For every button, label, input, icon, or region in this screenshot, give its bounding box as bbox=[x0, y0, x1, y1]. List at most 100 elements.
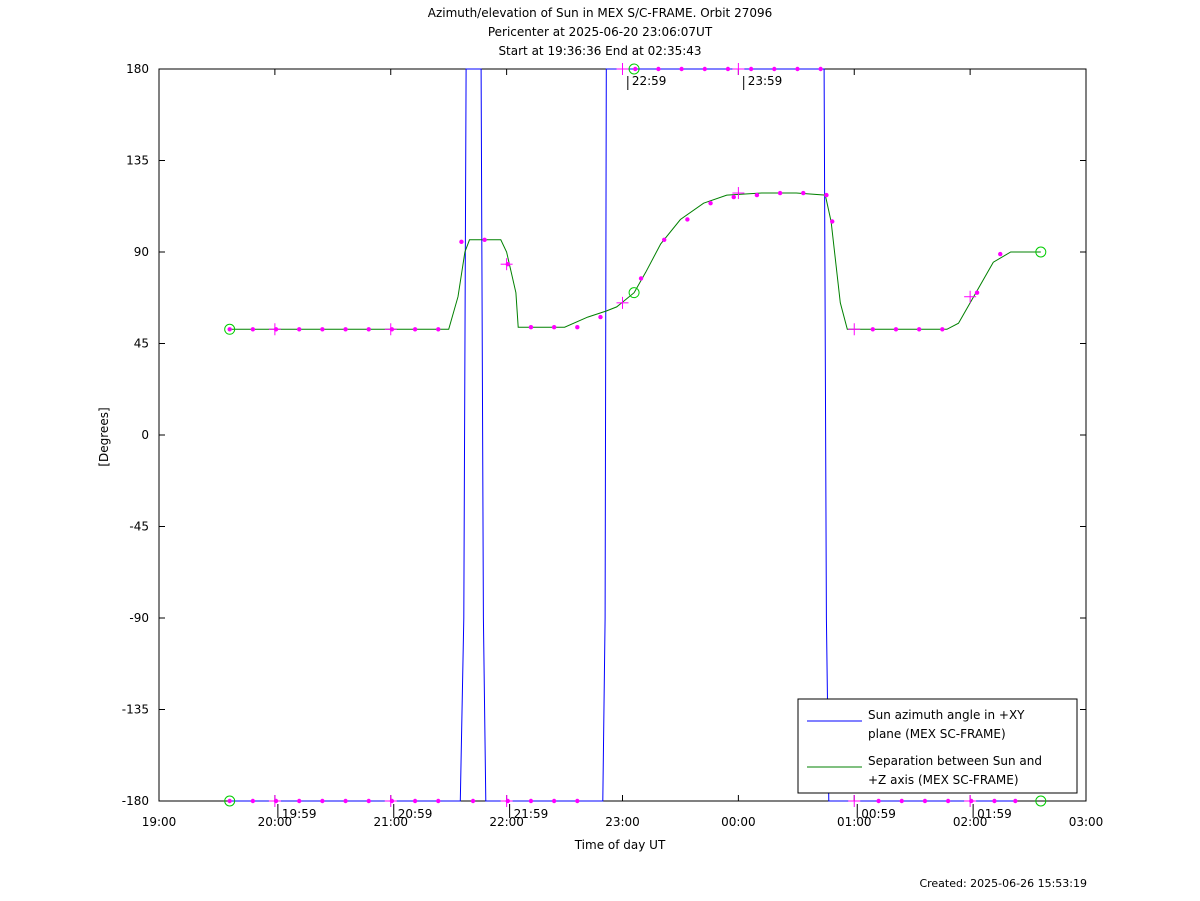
azimuth-point bbox=[633, 66, 638, 72]
separation-point bbox=[227, 327, 232, 332]
azimuth-point bbox=[876, 798, 881, 804]
marker-layer bbox=[224, 63, 1047, 807]
time-annotation: 19:59 bbox=[282, 807, 317, 821]
separation-point bbox=[320, 327, 325, 332]
separation-point bbox=[777, 190, 783, 196]
created-timestamp: Created: 2025-06-26 15:53:19 bbox=[919, 877, 1087, 890]
separation-point bbox=[998, 251, 1003, 257]
legend-label: +Z axis (MEX SC-FRAME) bbox=[868, 773, 1019, 787]
x-tick-label: 23:00 bbox=[605, 815, 640, 829]
separation-point bbox=[638, 276, 644, 281]
x-axis-label: Time of day UT bbox=[574, 838, 666, 852]
y-tick-label: -45 bbox=[129, 520, 149, 534]
hour-cross-marker bbox=[616, 296, 629, 309]
hour-cross-marker bbox=[616, 63, 629, 75]
endpoint-circle bbox=[628, 63, 640, 75]
endpoint-circle bbox=[224, 795, 236, 807]
hour-cross-marker bbox=[848, 795, 861, 807]
separation-point bbox=[801, 190, 806, 196]
separation-point bbox=[343, 327, 348, 332]
legend-label: plane (MEX SC-FRAME) bbox=[868, 727, 1006, 741]
azimuth-point bbox=[227, 798, 232, 804]
chart-subtitle-pericenter: Pericenter at 2025-06-20 23:06:07UT bbox=[487, 25, 713, 39]
x-tick-label: 00:00 bbox=[721, 815, 756, 829]
x-tick-label: 03:00 bbox=[1069, 815, 1104, 829]
separation-point bbox=[412, 327, 418, 332]
annotation-layer: 19:59 20:59 21:59 22:59 23:59 00:59 01:59 bbox=[277, 74, 1012, 821]
separation-point bbox=[297, 327, 302, 332]
separation-point bbox=[482, 237, 487, 242]
separation-point bbox=[830, 219, 835, 224]
legend-box bbox=[797, 698, 1078, 794]
x-tick-label: 22:00 bbox=[489, 815, 524, 829]
azimuth-point bbox=[366, 798, 371, 804]
hour-cross-marker bbox=[964, 795, 977, 807]
hour-cross-marker bbox=[732, 63, 745, 75]
azimuth-point bbox=[343, 798, 348, 804]
series-layer bbox=[229, 68, 1041, 802]
separation-point bbox=[250, 327, 256, 332]
azimuth-point bbox=[679, 66, 684, 72]
series-line-azimuth bbox=[229, 68, 1016, 802]
y-tick-label: -180 bbox=[122, 794, 149, 808]
azimuth-point bbox=[772, 66, 777, 72]
azimuth-point bbox=[795, 66, 800, 72]
hour-cross-marker bbox=[268, 323, 281, 336]
separation-point bbox=[662, 237, 667, 242]
separation-point bbox=[598, 314, 603, 320]
azimuth-point bbox=[320, 798, 325, 804]
hour-cross-marker bbox=[384, 323, 397, 336]
azimuth-point bbox=[992, 798, 997, 804]
azimuth-point bbox=[250, 798, 256, 804]
y-tick-label: 45 bbox=[134, 337, 149, 351]
separation-point bbox=[551, 325, 557, 330]
azimuth-point bbox=[436, 798, 441, 804]
hour-cross-marker bbox=[964, 290, 977, 303]
azimuth-point bbox=[656, 66, 661, 72]
azimuth-point bbox=[297, 798, 302, 804]
time-annotation: 21:59 bbox=[514, 807, 549, 821]
time-annotation: 01:59 bbox=[977, 807, 1012, 821]
time-annotation: 00:59 bbox=[861, 807, 896, 821]
hour-cross-marker bbox=[384, 795, 397, 807]
separation-point bbox=[824, 192, 829, 198]
azimuth-point bbox=[551, 798, 557, 804]
y-axis-label: [Degrees] bbox=[97, 407, 111, 466]
azimuth-point bbox=[575, 798, 580, 804]
endpoint-circle bbox=[224, 323, 236, 335]
y-tick-label: 90 bbox=[134, 245, 149, 259]
azimuth-point bbox=[899, 798, 904, 804]
azimuth-point bbox=[725, 66, 731, 72]
separation-point bbox=[436, 327, 441, 332]
chart-subtitle-start-end: Start at 19:36:36 End at 02:35:43 bbox=[498, 44, 702, 58]
separation-point bbox=[366, 327, 371, 332]
time-annotation: 20:59 bbox=[398, 807, 433, 821]
azimuth-point bbox=[1013, 798, 1018, 804]
endpoint-circle bbox=[628, 287, 640, 299]
azimuth-point bbox=[528, 798, 534, 804]
azimuth-point bbox=[470, 798, 476, 804]
hour-cross-marker bbox=[732, 187, 745, 200]
azimuth-point bbox=[818, 66, 823, 72]
hour-cross-marker bbox=[848, 323, 861, 336]
x-tick-label: 02:00 bbox=[953, 815, 988, 829]
azimuth-point bbox=[748, 66, 754, 72]
separation-point bbox=[870, 327, 875, 332]
azimuth-point bbox=[922, 798, 928, 804]
separation-point bbox=[754, 192, 760, 198]
x-tick-label: 01:00 bbox=[837, 815, 872, 829]
separation-point bbox=[916, 327, 922, 332]
legend-label: Separation between Sun and bbox=[868, 754, 1042, 768]
hour-cross-marker bbox=[500, 795, 513, 807]
separation-point bbox=[974, 290, 980, 295]
axes: 19:00 20:00 21:00 22:00 23:00 00:00 01:00 02:00… bbox=[122, 62, 1104, 829]
endpoint-circle bbox=[1035, 246, 1047, 258]
separation-point bbox=[685, 217, 690, 222]
separation-point bbox=[575, 325, 580, 330]
y-tick-label: -135 bbox=[122, 703, 149, 717]
hour-cross-marker bbox=[268, 795, 281, 807]
separation-point bbox=[528, 325, 534, 330]
y-tick-label: -90 bbox=[129, 611, 149, 625]
x-tick-label: 21:00 bbox=[373, 815, 408, 829]
